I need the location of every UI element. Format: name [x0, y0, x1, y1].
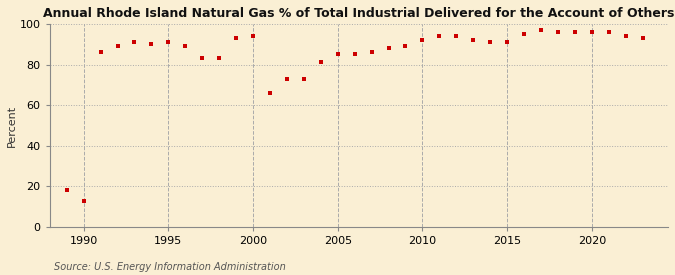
Text: Source: U.S. Energy Information Administration: Source: U.S. Energy Information Administ… — [54, 262, 286, 272]
Y-axis label: Percent: Percent — [7, 104, 17, 147]
Title: Annual Rhode Island Natural Gas % of Total Industrial Delivered for the Account : Annual Rhode Island Natural Gas % of Tot… — [43, 7, 674, 20]
